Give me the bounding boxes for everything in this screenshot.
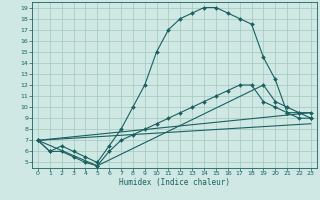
X-axis label: Humidex (Indice chaleur): Humidex (Indice chaleur)	[119, 178, 230, 187]
